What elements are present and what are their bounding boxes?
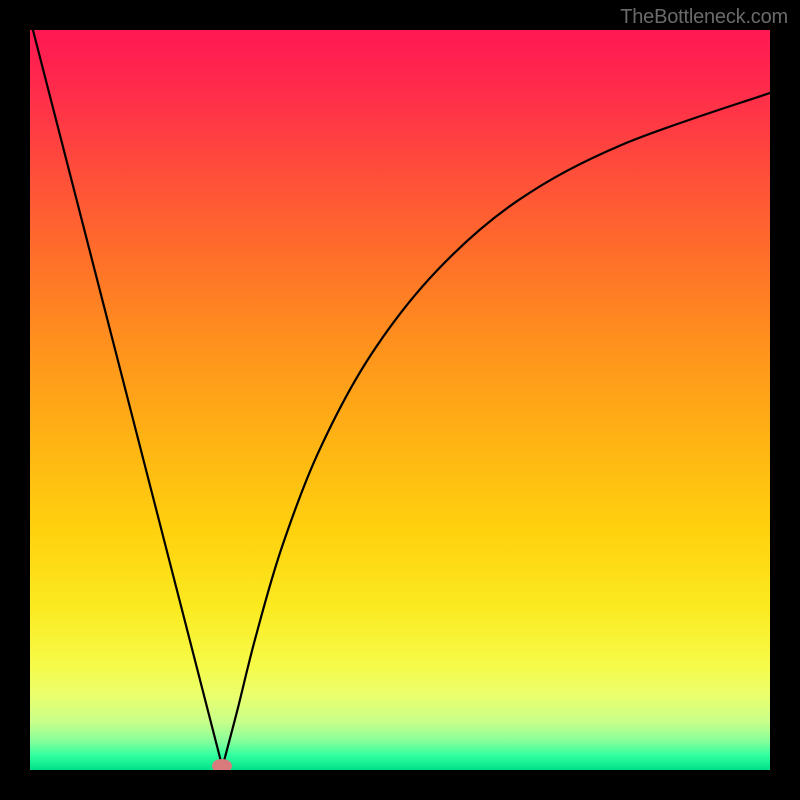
- optimal-point-marker: [212, 759, 232, 770]
- attribution-label: TheBottleneck.com: [620, 6, 788, 29]
- curve-left-segment: [33, 30, 222, 767]
- curve-right-segment: [222, 93, 770, 767]
- plot-area: [30, 30, 770, 770]
- chart-container: TheBottleneck.com: [0, 0, 800, 800]
- bottleneck-curve: [30, 30, 770, 770]
